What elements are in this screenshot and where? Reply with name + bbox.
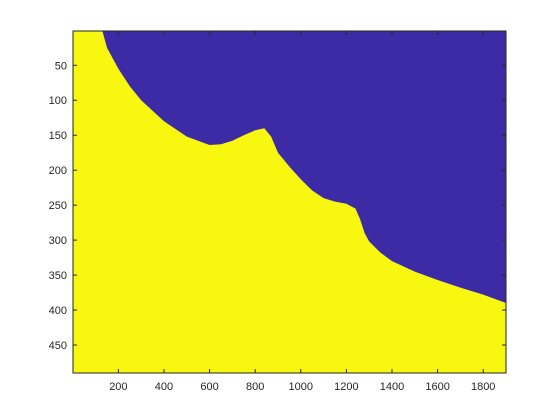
y-tick-label: 100 <box>49 95 67 107</box>
y-tick-label: 300 <box>49 235 67 247</box>
x-tick-label: 200 <box>109 381 127 393</box>
x-tick-label: 400 <box>155 381 173 393</box>
y-tick-label: 200 <box>49 165 67 177</box>
x-tick-label: 1400 <box>380 381 404 393</box>
y-tick-label: 50 <box>55 60 67 72</box>
x-axis: 200 400 600 800 1000 1200 1400 1600 1800 <box>109 31 495 393</box>
x-tick-label: 1200 <box>334 381 358 393</box>
region-high <box>73 31 506 373</box>
y-tick-label: 450 <box>49 340 67 352</box>
x-tick-label: 600 <box>200 381 218 393</box>
x-tick-label: 1600 <box>425 381 449 393</box>
y-tick-label: 150 <box>49 130 67 142</box>
y-tick-label: 350 <box>49 270 67 282</box>
x-tick-label: 800 <box>246 381 264 393</box>
axes-frame <box>72 30 507 374</box>
y-tick-label: 400 <box>49 305 67 317</box>
plot-area <box>73 31 506 373</box>
x-tick-label: 1000 <box>289 381 313 393</box>
y-tick-label: 250 <box>49 200 67 212</box>
x-tick-label: 1800 <box>471 381 495 393</box>
y-axis: 50 100 150 200 250 300 350 400 450 <box>49 60 506 352</box>
